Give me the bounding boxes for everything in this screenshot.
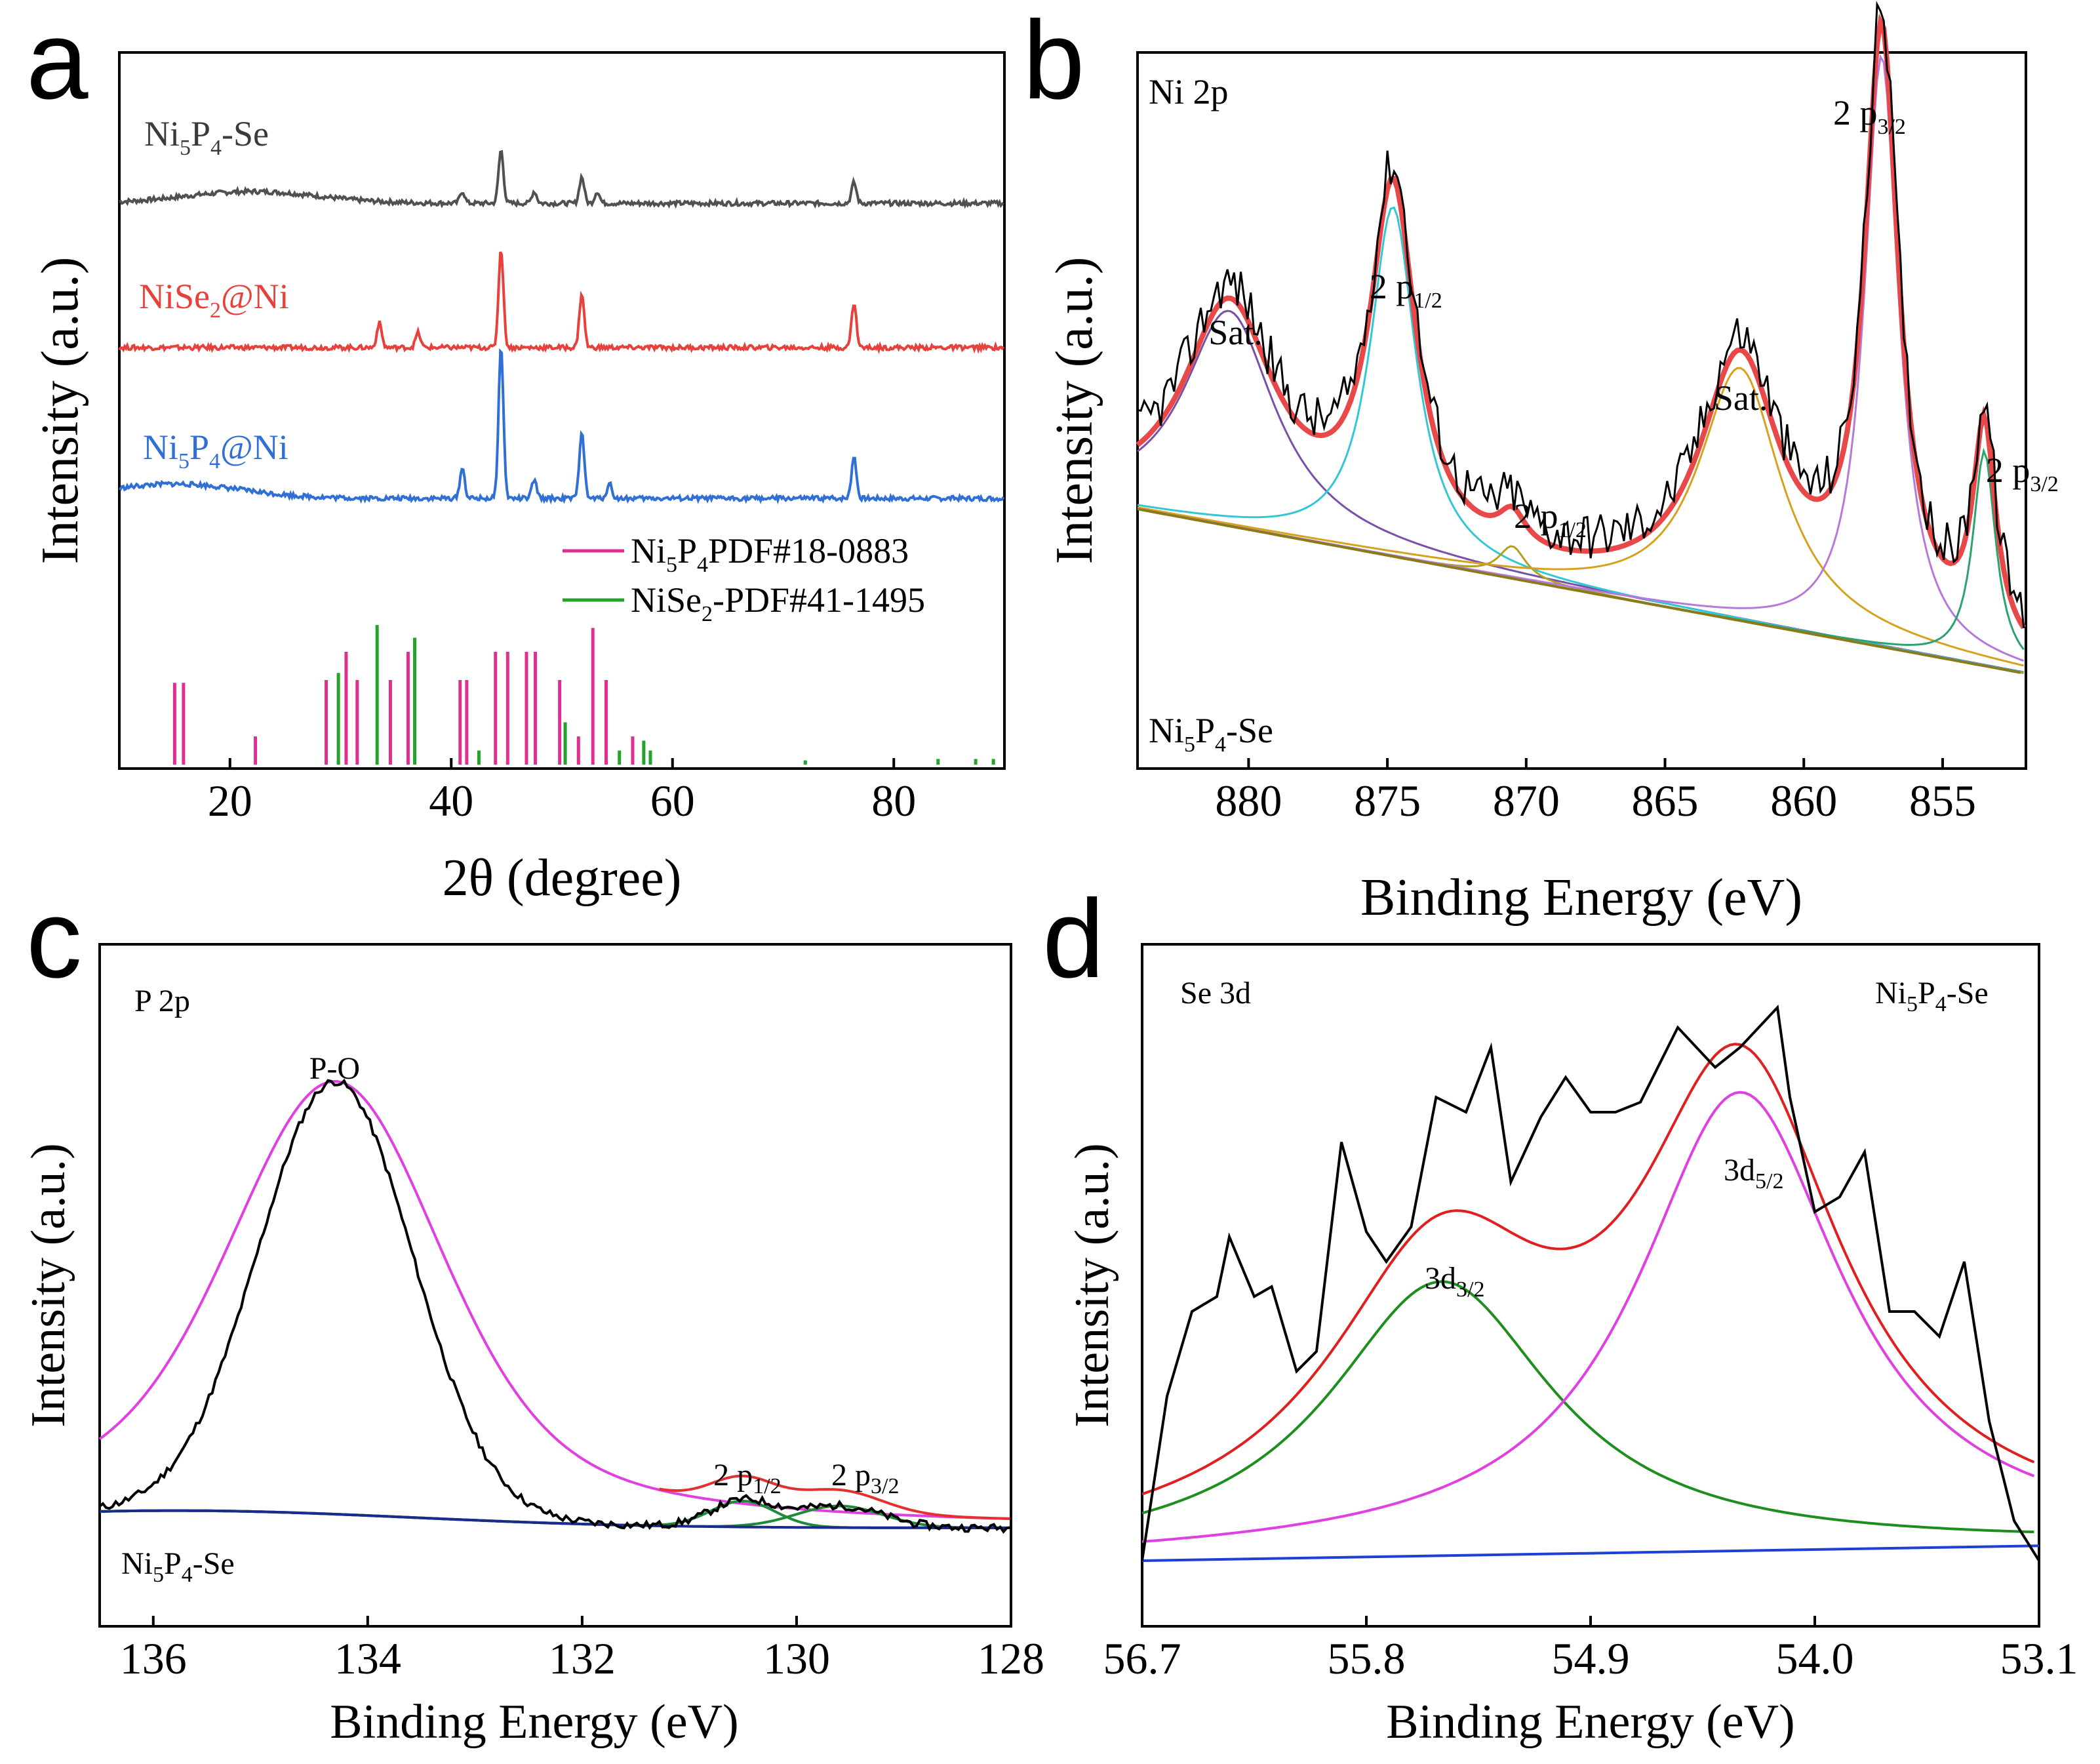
raw-spectrum-c [98,1078,1010,1534]
a-x-tick-label: 20 [208,776,252,826]
x-axis-label-c: Binding Energy (eV) [330,1695,738,1749]
y-axis-label-b: Intensity (a.u.) [1046,257,1103,565]
peak-annotation-b: 2 p1/2 [1370,267,1442,313]
peak-annotation-d: 3d5/2 [1724,1153,1783,1193]
raw-spectrum-b [1137,1,2025,628]
peak-annotation-c: 2 p1/2 [713,1458,781,1498]
d-annotations-group: 3d3/2 3d5/2 [1425,1153,1783,1302]
panel-letter-b: b [1023,0,1085,123]
panel-letter-d: d [1042,877,1105,1001]
xrd-series-NiSe2@Ni [118,251,1005,355]
panel-b: b 880 875 870 865 860 855 Sat.2 p1/22 p1/2Sat… [1023,0,2059,927]
a-series-group [118,150,1005,505]
y-axis-label-c: Intensity (a.u.) [22,1143,75,1428]
peak-annotation-c: P-O [309,1051,360,1086]
d-ticks-group: 56.7 55.8 54.9 54.0 53.1 [1103,1616,2078,1683]
b-curves-group [1136,1,2027,674]
peak-annotation-b: Sat. [1208,313,1263,352]
c-x-tick-label: 132 [549,1634,616,1683]
b-x-tick-label: 880 [1215,776,1282,826]
peak-annotation-d: 3d3/2 [1425,1261,1484,1302]
d-curves-group [1141,1004,2040,1562]
series-label-ni5p4-ni: Ni5P4@Ni [143,428,288,473]
peak-annotation-b: 2 p3/2 [1833,93,1906,139]
d-x-tick-label: 54.9 [1552,1634,1630,1683]
region-label-c: P 2p [134,984,190,1018]
plot-frame-d [1141,943,2040,1628]
background-curve-b [1137,508,2021,674]
c-ticks-group: 136 134 132 130 128 [120,1616,1044,1683]
legend-label-nise2-pdf: NiSe2-PDF#41-1495 [631,580,925,626]
legend-label-ni5p4-pdf: Ni5P4PDF#18-0883 [631,531,909,577]
a-x-tick-label: 40 [429,776,473,826]
b-annotations-group: Sat. 2 p1/2 2 p1/2 Sat. 2 p3/2 2 p3/2 [1208,93,2059,542]
fit-component-Sat. 862.3 [1137,367,2024,667]
y-axis-label-d: Intensity (a.u.) [1065,1143,1119,1428]
panel-a: a 20 40 60 80 Ni5P4-Se NiSe2@Ni Ni5P4@Ni Ni… [26,0,1006,907]
fit-envelope-d [1141,1043,2035,1496]
b-x-tick-label: 860 [1770,776,1837,826]
d-x-tick-label: 55.8 [1328,1634,1406,1683]
series-label-nise2-ni: NiSe2@Ni [139,277,289,323]
x-axis-label-d: Binding Energy (eV) [1386,1695,1794,1749]
x-axis-label-a: 2θ (degree) [443,849,682,907]
c-x-tick-label: 130 [763,1634,830,1683]
y-axis-label-a: Intensity (a.u.) [31,257,89,565]
raw-spectrum-d [1141,1004,2040,1562]
series-label-ni5p4-se: Ni5P4-Se [144,114,269,160]
region-label-b: Ni 2p [1149,72,1229,111]
c-x-tick-label: 128 [978,1634,1044,1683]
panel-c: c 136 134 132 130 128 P-O 2 p1/2 2 p3/2 P 2p N… [22,877,1044,1749]
plot-frame-a [118,51,1006,770]
a-ticks-group: 20 40 60 80 [208,758,916,826]
sample-label-d: Ni5P4-Se [1875,976,1989,1016]
fit-component-2p1/2 874.8 [1137,206,2024,673]
background-curve-d [1141,1544,2040,1562]
d-x-tick-label: 54.0 [1776,1634,1854,1683]
d-x-tick-label: 53.1 [2000,1634,2078,1683]
a-x-tick-label: 80 [871,776,916,826]
b-x-tick-label: 855 [1909,776,1976,826]
peak-annotation-b: 2 p1/2 [1514,496,1587,542]
fit-envelope-c [659,1474,1010,1520]
region-label-d: Se 3d [1180,976,1251,1011]
peak-annotation-b: Sat. [1714,378,1768,418]
c-annotations-group: P-O 2 p1/2 2 p3/2 [309,1051,900,1498]
sample-label-b: Ni5P4-Se [1149,711,1273,757]
b-x-tick-label: 870 [1493,776,1560,826]
c-x-tick-label: 136 [120,1634,187,1683]
x-axis-label-b: Binding Energy (eV) [1360,869,1802,927]
a-x-tick-label: 60 [650,776,695,826]
c-curves-group [98,1078,1010,1534]
fit-component-Sat. 880.7 [1137,310,2024,673]
panel-letter-a: a [26,0,89,123]
xrd-series-Ni5P4@Ni [118,348,1005,505]
fit-component-3d3/2 55.5 [1141,1280,2034,1534]
b-ticks-group: 880 875 870 865 860 855 [1215,758,1976,826]
sample-label-c: Ni5P4-Se [121,1546,235,1587]
d-x-tick-label: 56.7 [1103,1634,1181,1683]
panel-letter-c: c [26,877,82,1001]
a-reference-group [172,625,995,765]
peak-annotation-b: 2 p3/2 [1986,451,2059,496]
fit-component-3d5/2 54.3 [1141,1091,2035,1543]
c-x-tick-label: 134 [334,1634,401,1683]
fit-component-P-O 134.3 [98,1079,1010,1520]
background-curve-c [99,1509,1006,1529]
plot-frame-c [98,943,1012,1628]
xrd-series-Ni5P4-Se [119,150,1004,209]
b-x-tick-label: 865 [1632,776,1699,826]
peak-annotation-c: 2 p3/2 [831,1458,899,1498]
b-x-tick-label: 875 [1354,776,1421,826]
